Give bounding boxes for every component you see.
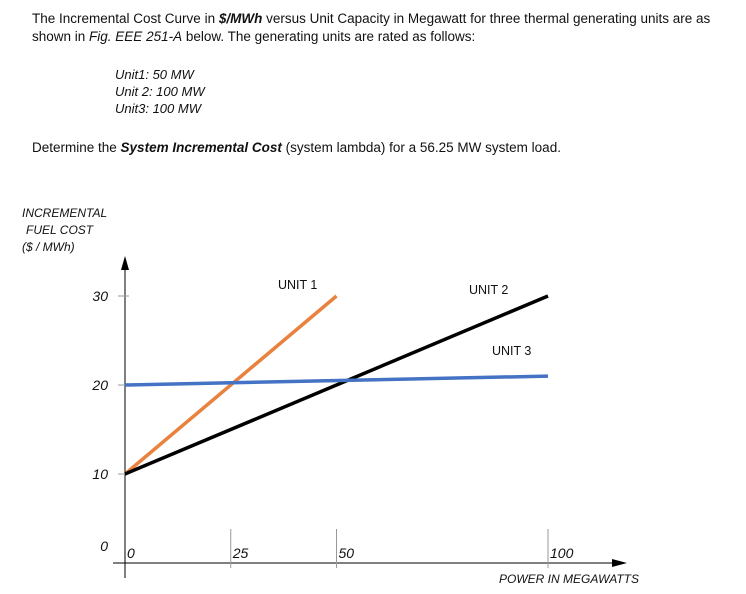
y-axis-label-line-2: FUEL COST [26,223,94,237]
task-bold: System Incremental Cost [120,140,282,155]
y-axis-label-line-1: INCREMENTAL [22,206,108,220]
intro-unit: $/MWh [218,11,263,26]
task-text-b: (system lambda) for a 56.25 MW system lo… [281,140,561,155]
problem-intro: The Incremental Cost Curve in $/MWh vers… [32,10,742,46]
x-tick-label: 100 [550,545,574,561]
y-axis-arrow [121,256,129,270]
y-tick-label: 30 [92,288,108,304]
y-tick-label: 0 [100,538,108,554]
y-tick-label: 10 [92,466,108,482]
x-axis-label: POWER IN MEGAWATTS [499,572,640,586]
unit-rating-1: Unit1: 50 MW [115,67,194,82]
y-axis-label-line-3: ($ / MWh) [22,240,75,254]
task-text-a: Determine the [32,140,121,155]
x-axis-arrow [612,559,627,567]
intro-text-c: below. The generating units are rated as… [182,29,476,44]
series-label-3: UNIT 3 [492,344,531,358]
figure-reference: Fig. EEE 251-A [89,29,183,44]
unit-rating-3: Unit3: 100 MW [115,101,201,116]
unit-ratings: Unit1: 50 MW Unit 2: 100 MW Unit3: 100 M… [115,66,205,117]
x-tick-label: 50 [339,545,355,561]
series-line-3 [124,374,549,387]
intro-text-b: versus Unit Capacity in Megawatt for thr… [32,11,711,44]
series-line-2 [124,294,549,476]
series-line-1 [123,294,338,476]
x-tick-label: 25 [232,545,249,561]
x-tick-label: 0 [127,545,135,561]
problem-statement: The Incremental Cost Curve in $/MWh vers… [32,10,742,46]
y-axis-label: INCREMENTAL FUEL COST ($ / MWh) [22,205,107,256]
series-label-1: UNIT 1 [278,278,317,292]
task-statement: Determine the System Incremental Cost (s… [32,140,561,155]
series-label-2: UNIT 2 [469,283,508,297]
y-tick-label: 20 [91,377,108,393]
unit-rating-2: Unit 2: 100 MW [115,84,205,99]
intro-text-a: The Incremental Cost Curve in [32,11,219,26]
